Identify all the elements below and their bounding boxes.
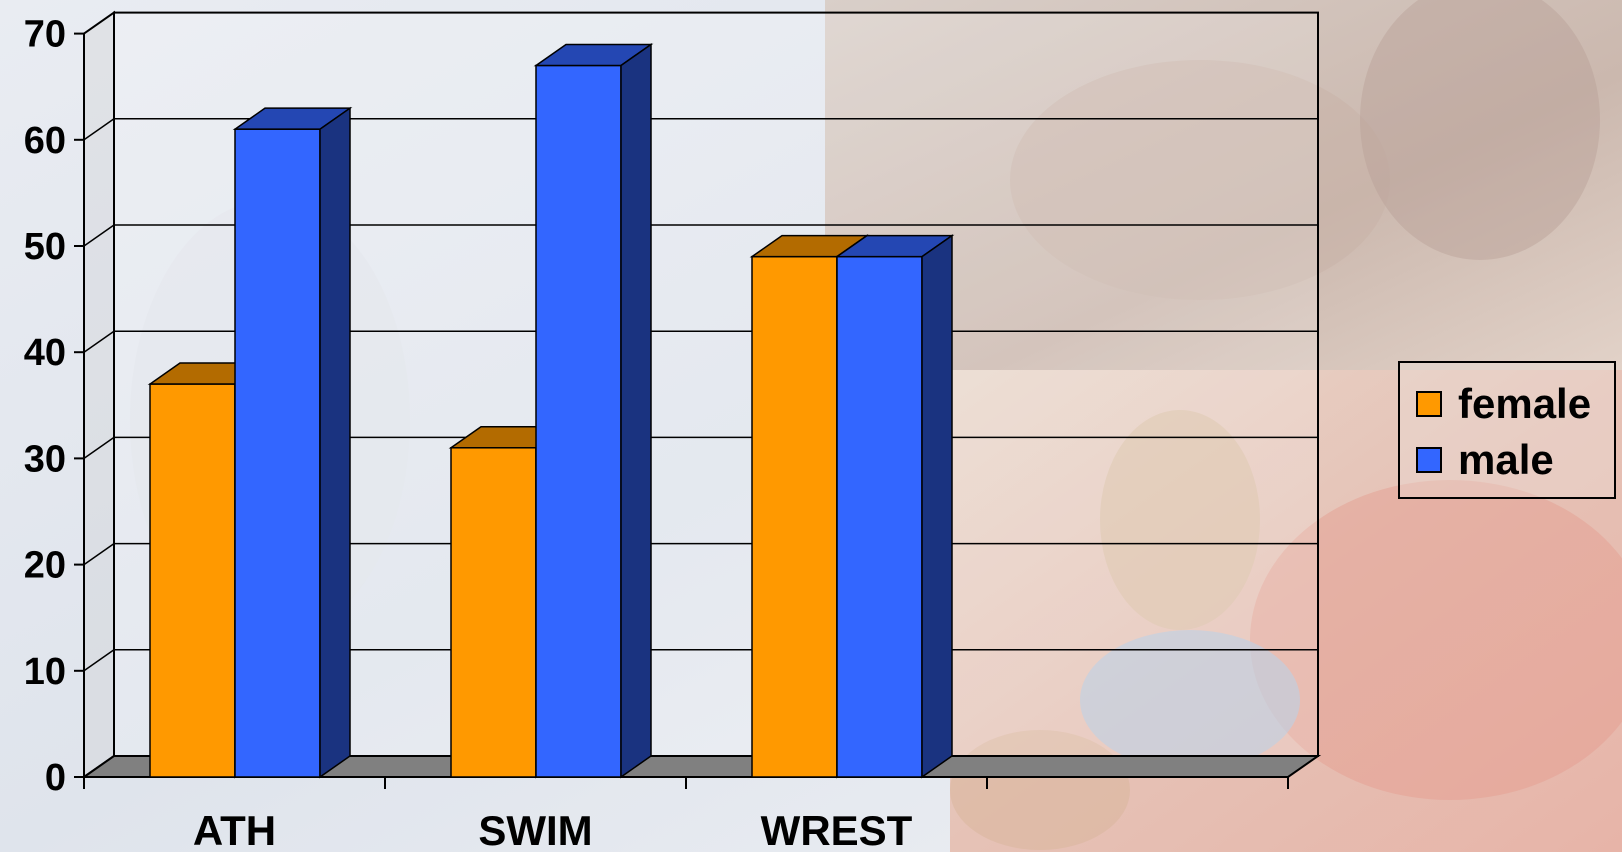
y-tick-label: 60 [24,120,66,162]
gridline-side [83,224,115,247]
bar-ath-male [232,106,353,779]
y-tick-label: 70 [24,14,66,56]
bar-ath-male-side [319,106,351,779]
bar-ath-male-front [234,128,321,778]
legend-label-female: female [1458,380,1592,427]
gridline-side [83,330,115,353]
legend-label-male: male [1458,436,1554,483]
gridline-side [83,118,115,141]
bar-swim-male-front [535,64,622,778]
legend-item-male: male [1416,435,1554,485]
y-tick-label: 10 [24,651,66,693]
y-tick-label: 40 [24,332,66,374]
bar-swim-male-side [620,43,652,779]
gridline-side [83,436,115,460]
bar-ath-female-front [149,383,236,778]
gridline-side [83,649,115,672]
legend: female male [1398,361,1616,499]
bar-wrest-male-side [921,234,953,779]
gridline-side [83,542,115,566]
bar-wrest-male-front [836,255,923,778]
legend-swatch-male [1416,447,1442,473]
bar-swim-male [533,43,654,779]
plot-side-wall [83,10,115,779]
axis-labels: 0 10 20 30 40 50 60 70 ATH SWIM WREST [24,14,913,852]
x-category-label: ATH [193,807,276,852]
legend-item-female: female [1416,379,1591,429]
legend-swatch-female [1416,391,1442,417]
bars [147,43,955,779]
x-category-label: SWIM [478,807,592,852]
y-tick-label: 30 [24,438,66,480]
bar-swim-female-front [450,447,537,778]
y-tick-label: 20 [24,545,66,587]
bar-wrest-female-front [751,255,838,778]
y-tick-label: 50 [24,226,66,268]
x-category-label: WREST [761,807,913,852]
y-tick-label: 0 [45,757,66,799]
bar-wrest-male [834,234,955,779]
